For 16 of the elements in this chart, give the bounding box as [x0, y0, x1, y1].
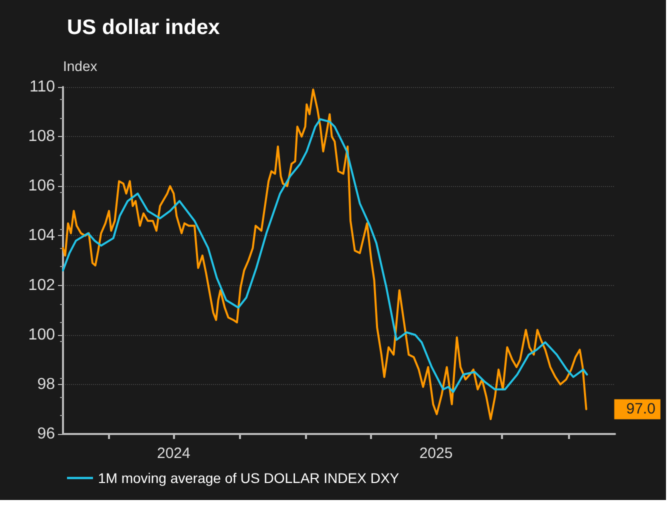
legend-label: 1M moving average of US DOLLAR INDEX DXY — [98, 470, 400, 486]
line-series — [62, 118, 588, 393]
y-tick-label: 100 — [28, 326, 56, 344]
y-tick-label: 102 — [28, 276, 56, 294]
chart-title: US dollar index — [67, 16, 220, 39]
y-tick-label: 98 — [37, 376, 56, 393]
y-tick-label: 96 — [37, 426, 56, 442]
y-tick-label: 110 — [29, 78, 56, 96]
y-axis-title: Index — [63, 58, 98, 74]
x-tick-label: 2024 — [157, 445, 190, 462]
x-tick-label: 2025 — [419, 445, 453, 462]
y-tick-label: 108 — [28, 128, 56, 146]
annotation: 97.0 — [626, 400, 656, 418]
line-series — [62, 88, 588, 420]
y-tick-label: 104 — [28, 227, 56, 244]
y-tick-label: 106 — [28, 178, 56, 195]
